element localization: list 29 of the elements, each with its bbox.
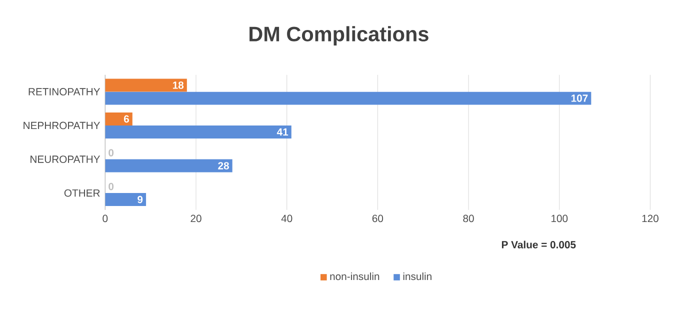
data-label: 0	[108, 148, 114, 156]
text: P Value = 0.005	[502, 240, 576, 248]
data-label: 6	[124, 115, 129, 123]
bar	[105, 92, 592, 105]
bar	[105, 112, 132, 126]
x-tick-label: 80	[463, 214, 474, 222]
y-tick-label: NEUROPATHY	[30, 155, 100, 163]
x-tick-label: 40	[281, 214, 292, 222]
x-tick-label: 0	[102, 214, 108, 222]
legend-label: non-insulin	[330, 272, 380, 280]
bar	[105, 159, 232, 172]
x-tick-label: 120	[642, 214, 658, 222]
data-label: 9	[138, 196, 143, 204]
x-tick-label: 100	[551, 214, 568, 222]
x-tick-label: 20	[190, 214, 202, 222]
bar	[105, 125, 292, 138]
y-tick-label: RETINOPATHY	[28, 88, 100, 96]
data-label: 107	[571, 94, 588, 102]
data-label: 28	[218, 162, 229, 170]
data-label: 0	[108, 182, 114, 190]
data-label: 18	[172, 81, 184, 89]
y-tick-label: NEPHROPATHY	[24, 122, 100, 130]
x-tick-label: 60	[372, 214, 384, 222]
chart-title: DM Complications	[250, 26, 428, 46]
data-label: 41	[276, 128, 288, 136]
y-tick-label: OTHER	[64, 189, 100, 197]
bar	[105, 78, 187, 92]
bar	[105, 192, 146, 206]
legend-label: insulin	[403, 272, 432, 280]
